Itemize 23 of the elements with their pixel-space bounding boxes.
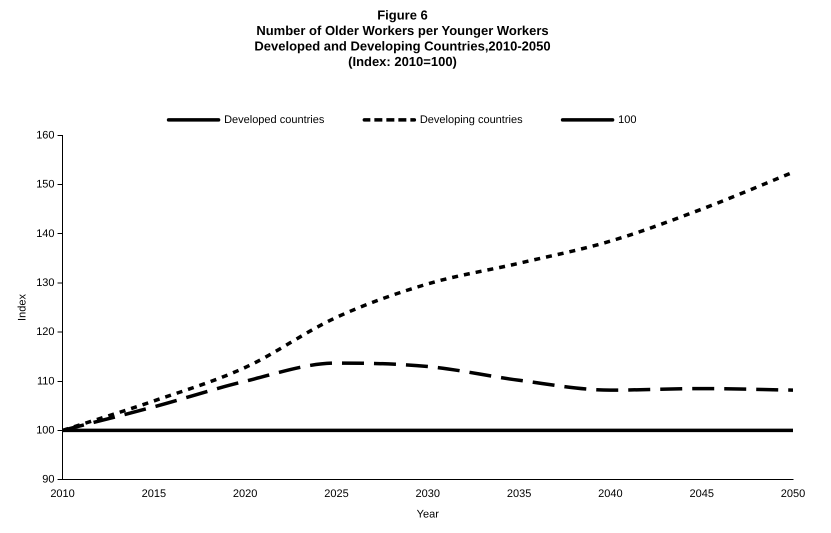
x-tick-label: 2030 — [416, 488, 440, 500]
chart-title: Figure 6 Number of Older Workers per Younger Workers Developed and Developing Countries,2010-2050 (Index: 2010=100) — [254, 7, 551, 70]
x-tick-label: 2025 — [324, 488, 349, 500]
y-tick-label: 120 — [36, 326, 55, 338]
x-tick-label: 2020 — [232, 488, 258, 500]
x-tick-label: 2015 — [142, 488, 166, 500]
y-tick-label: 110 — [37, 375, 55, 388]
y-tick-label: 130 — [36, 276, 55, 289]
y-tick-label: 90 — [42, 474, 55, 486]
y-tick-label: 100 — [36, 424, 55, 436]
x-axis-title: Year — [416, 508, 440, 520]
y-tick-label: 150 — [36, 178, 55, 191]
legend-label: 100 — [618, 114, 636, 126]
x-tick-label: 2040 — [598, 488, 623, 500]
x-tick-label: 2050 — [780, 488, 806, 500]
x-tick-label: 2045 — [689, 488, 714, 500]
y-axis-title: Index — [16, 294, 29, 321]
legend-label: Developed countries — [224, 114, 325, 126]
x-tick-label: 2035 — [506, 488, 532, 500]
legend-label: Developing countries — [420, 114, 524, 126]
y-tick-label: 140 — [36, 228, 55, 240]
y-tick-label: 160 — [36, 129, 55, 142]
x-tick-label: 2010 — [50, 488, 75, 500]
